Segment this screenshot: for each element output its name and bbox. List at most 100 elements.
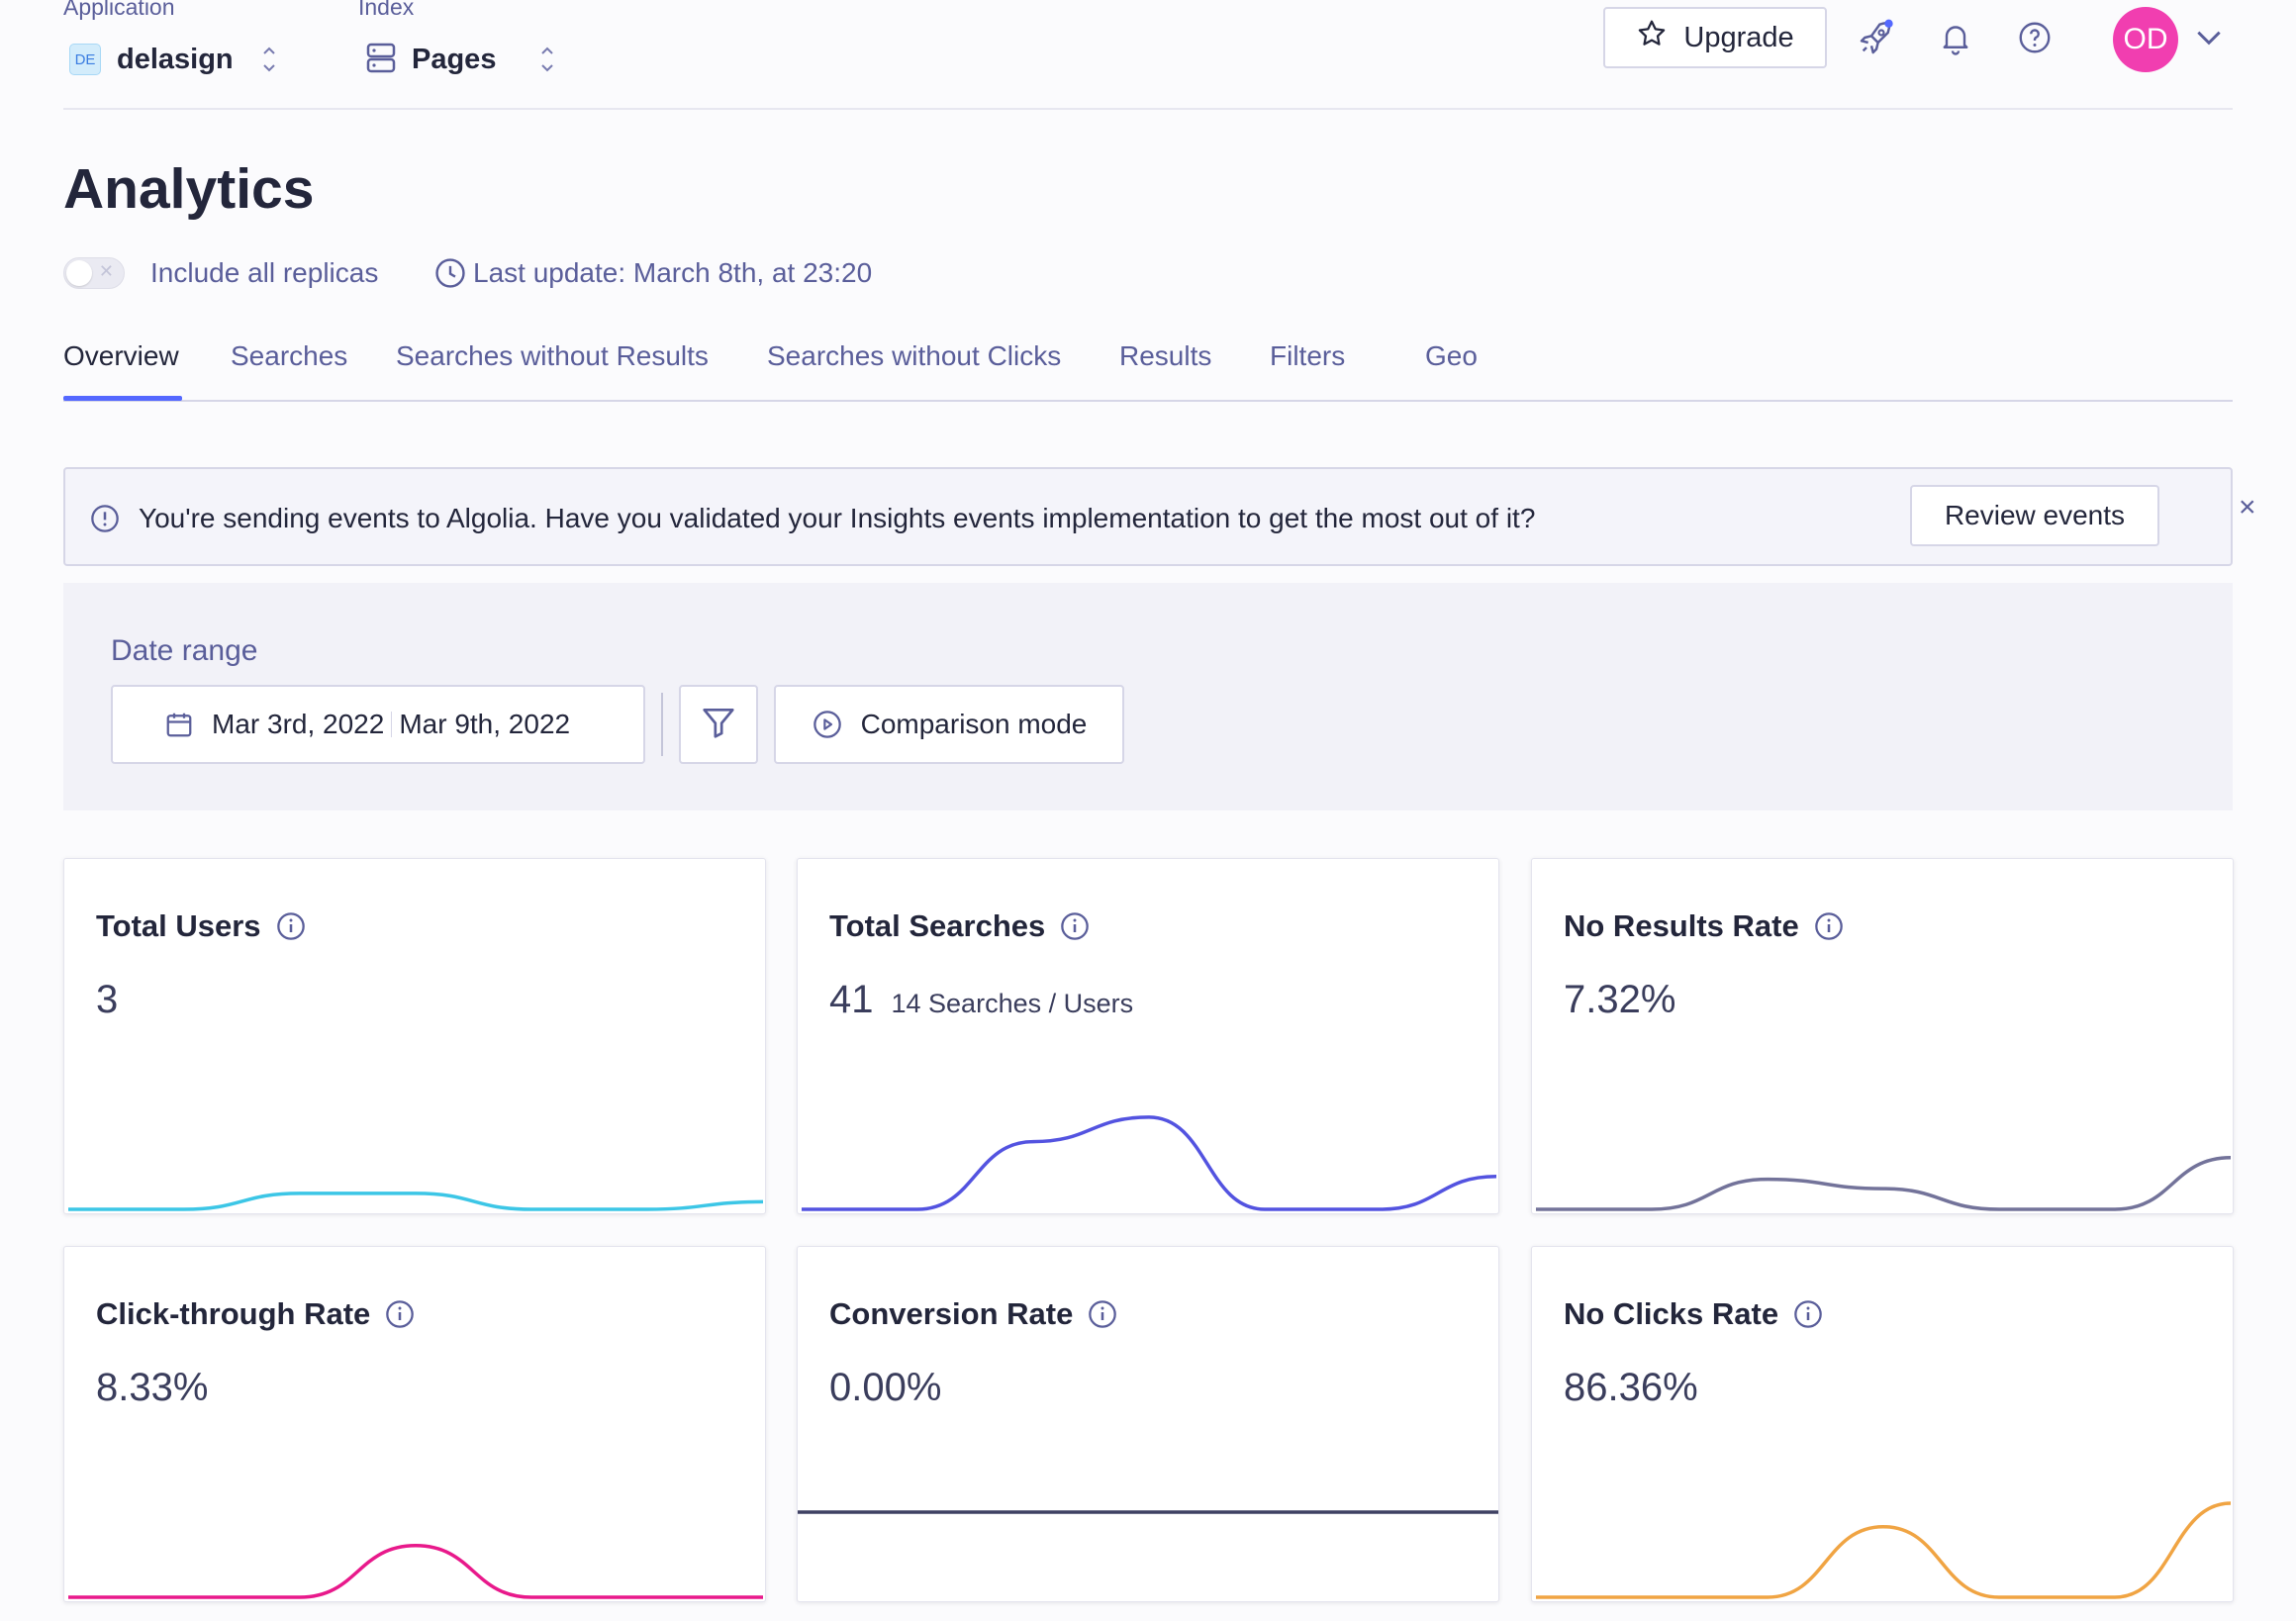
metric-value-row: 86.36% (1564, 1366, 1698, 1410)
metric-title: No Clicks Rate (1564, 1296, 1779, 1331)
metric-value-row: 3 (96, 978, 118, 1022)
toolbar-divider (661, 693, 663, 756)
tab-searches-without-results[interactable]: Searches without Results (396, 340, 709, 371)
insights-banner: You're sending events to Algolia. Have y… (63, 467, 2256, 566)
metric-sparkline (68, 1192, 764, 1211)
application-name: delasign (117, 43, 234, 75)
metric-title: Conversion Rate (829, 1296, 1074, 1331)
index-name: Pages (412, 43, 497, 75)
metric-card: No Results Rate 7.32% (1531, 858, 2234, 1214)
metric-card: Total Users 3 (63, 858, 766, 1214)
metric-value-row: 41 14 Searches / Users (829, 978, 1133, 1022)
include-replicas-toggle[interactable]: ✕ (63, 257, 125, 289)
notifications-button[interactable] (1934, 18, 1977, 61)
review-events-button[interactable]: Review events (1910, 485, 2159, 546)
sparkline-path (68, 1543, 763, 1599)
account-menu-button[interactable] (2187, 18, 2231, 61)
info-icon (89, 503, 121, 539)
info-icon[interactable] (384, 1298, 416, 1330)
metric-title: Total Searches (829, 908, 1046, 943)
tab-searches[interactable]: Searches (231, 340, 348, 371)
filter-icon (700, 704, 737, 746)
metric-card: No Clicks Rate 86.36% (1531, 1246, 2234, 1602)
application-selector[interactable]: Application DE delasign (63, 0, 291, 89)
application-badge: DE (69, 44, 101, 75)
date-range-label: Date range (111, 634, 258, 667)
metric-sparkline (1536, 1501, 2232, 1599)
metric-title-row: Conversion Rate (829, 1296, 1118, 1332)
tab-geo[interactable]: Geo (1425, 340, 1478, 371)
star-icon (1636, 18, 1668, 57)
metric-value: 41 (829, 978, 874, 1021)
sparkline-path (802, 1115, 1497, 1211)
upgrade-label: Upgrade (1683, 21, 1794, 53)
date-range-panel: Date range Mar 3rd, 2022 Mar 9th, 2022 C… (63, 583, 2233, 810)
index-label: Index (358, 0, 415, 20)
metric-title-row: Click-through Rate (96, 1296, 416, 1332)
metric-sparkline (1536, 1156, 2232, 1211)
sort-updown-icon (261, 43, 277, 76)
database-icon (366, 41, 396, 79)
metric-title: No Results Rate (1564, 908, 1799, 943)
metric-sparkline (68, 1543, 763, 1599)
metric-sparkline (802, 1115, 1497, 1211)
metric-subtext: 14 Searches / Users (891, 989, 1134, 1018)
help-button[interactable] (2013, 18, 2057, 61)
tabs-divider (63, 400, 2233, 402)
filter-button[interactable] (679, 685, 758, 764)
metric-value: 0.00% (829, 1366, 942, 1409)
metric-title-row: Total Searches (829, 908, 1091, 944)
toggle-knob (66, 260, 92, 286)
metric-title-row: No Clicks Rate (1564, 1296, 1824, 1332)
tab-searches-without-clicks[interactable]: Searches without Clicks (767, 340, 1062, 371)
rocket-icon (1857, 18, 1896, 62)
header-divider (63, 108, 2233, 110)
upgrade-button[interactable]: Upgrade (1603, 7, 1827, 68)
tab-filters[interactable]: Filters (1270, 340, 1346, 371)
metric-value: 3 (96, 978, 119, 1021)
index-selector[interactable]: Index Pages (358, 0, 576, 89)
info-icon[interactable] (275, 910, 307, 942)
rocket-button[interactable] (1855, 18, 1898, 61)
page-title: Analytics (63, 157, 315, 221)
help-icon (2017, 20, 2053, 60)
sort-updown-icon (539, 43, 555, 76)
metric-card: Click-through Rate 8.33% (63, 1246, 766, 1602)
bell-icon (1938, 20, 1973, 60)
info-icon[interactable] (1792, 1298, 1824, 1330)
clock-icon (433, 256, 467, 295)
metric-title: Total Users (96, 908, 261, 943)
tab-overview[interactable]: Overview (63, 340, 179, 371)
metric-title-row: Total Users (96, 908, 307, 944)
metric-value: 7.32% (1564, 978, 1676, 1021)
close-icon[interactable]: × (2239, 491, 2256, 524)
chevron-down-icon (2193, 22, 2225, 58)
last-update-text: Last update: March 8th, at 23:20 (473, 257, 873, 288)
date-start: Mar 3rd, 2022 (212, 709, 385, 739)
banner-message: You're sending events to Algolia. Have y… (139, 503, 1536, 533)
tab-results[interactable]: Results (1119, 340, 1212, 371)
metric-card: Total Searches 41 14 Searches / Users (797, 858, 1499, 1214)
metric-value-row: 8.33% (96, 1366, 208, 1410)
date-separator (391, 712, 393, 737)
date-end: Mar 9th, 2022 (399, 709, 571, 739)
sparkline-path (1536, 1501, 2232, 1599)
metric-title: Click-through Rate (96, 1296, 371, 1331)
application-label: Application (63, 0, 175, 20)
metric-value: 86.36% (1564, 1366, 1698, 1409)
sparkline-path (68, 1192, 764, 1211)
comparison-mode-label: Comparison mode (860, 709, 1088, 739)
info-icon[interactable] (1813, 910, 1845, 942)
date-range-picker[interactable]: Mar 3rd, 2022 Mar 9th, 2022 (111, 685, 645, 764)
info-icon[interactable] (1087, 1298, 1118, 1330)
metric-value: 8.33% (96, 1366, 209, 1409)
comparison-mode-button[interactable]: Comparison mode (774, 685, 1124, 764)
metric-value-row: 0.00% (829, 1366, 941, 1410)
active-tab-indicator (63, 396, 182, 401)
metric-title-row: No Results Rate (1564, 908, 1845, 944)
metric-value-row: 7.32% (1564, 978, 1675, 1022)
avatar[interactable]: OD (2113, 7, 2178, 72)
calendar-icon (164, 710, 194, 739)
info-icon[interactable] (1059, 910, 1091, 942)
play-circle-icon (812, 709, 843, 740)
